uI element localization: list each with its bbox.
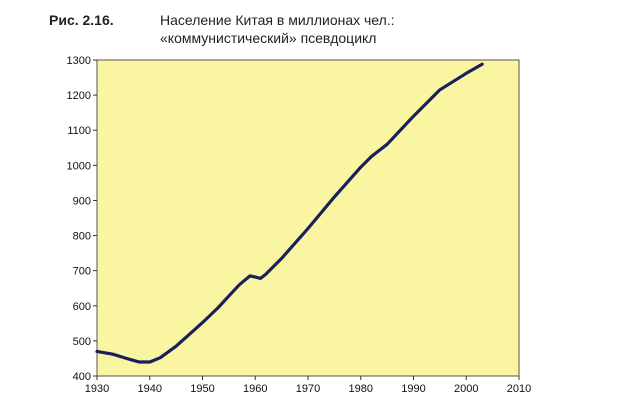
figure-title-line2: «коммунистический» псевдоцикл	[160, 30, 377, 46]
y-tick-label: 400	[73, 371, 91, 383]
population-series-line	[95, 62, 484, 364]
y-tick-label: 1000	[67, 160, 91, 172]
figure-title-line1: Население Китая в миллионах чел.:	[160, 12, 395, 28]
y-tick-label: 1200	[67, 90, 91, 102]
plot-area	[96, 59, 520, 377]
y-tick-label: 500	[73, 336, 91, 348]
x-tick-label: 1960	[243, 383, 267, 395]
x-tick-label: 1980	[349, 383, 373, 395]
y-tick-label: 800	[73, 231, 91, 243]
y-tick-label: 900	[73, 195, 91, 207]
x-tick-label: 1950	[190, 383, 214, 395]
y-tick-label: 700	[73, 266, 91, 278]
x-tick-label: 1940	[138, 383, 162, 395]
x-tick-label: 1990	[401, 383, 425, 395]
x-tick-label: 2010	[507, 383, 531, 395]
y-tick-label: 1300	[67, 55, 91, 67]
x-tick-label: 1930	[85, 383, 109, 395]
y-tick-label: 600	[73, 301, 91, 313]
x-tick-label: 2000	[454, 383, 478, 395]
figure-label: Рис. 2.16.	[49, 12, 114, 28]
x-tick-label: 1970	[296, 383, 320, 395]
y-tick-label: 1100	[67, 125, 91, 137]
